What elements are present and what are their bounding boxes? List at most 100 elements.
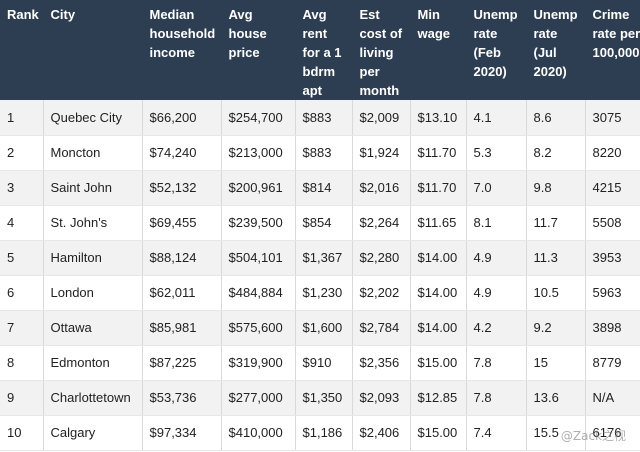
table-cell: 3075 [585, 100, 640, 136]
table-cell: 1 [0, 100, 44, 136]
table-cell: 4 [0, 205, 44, 241]
table-cell: $1,600 [295, 310, 353, 346]
table-cell: $2,093 [352, 380, 411, 416]
table-cell: $11.70 [410, 135, 467, 171]
table-cell: 3898 [585, 310, 640, 346]
column-header: Rank [0, 0, 44, 100]
table-cell: 2 [0, 135, 44, 171]
table-header: Rank City Median household income Avg house… [0, 0, 640, 100]
table-cell: 8779 [585, 345, 640, 381]
table-cell: $11.70 [410, 170, 467, 206]
table-cell: 4.2 [466, 310, 527, 346]
table-cell: $319,900 [221, 345, 296, 381]
column-header: Unemp rate (Jul 2020) [526, 0, 586, 100]
column-header: Avg rent for a 1 bdrm apt [295, 0, 353, 100]
table-cell: $1,186 [295, 415, 353, 451]
table-cell: $484,884 [221, 275, 296, 311]
table-cell: 4.1 [466, 100, 527, 136]
table-cell: N/A [585, 380, 640, 416]
table-cell: London [43, 275, 143, 311]
table-cell: 3 [0, 170, 44, 206]
table-cell: 10.5 [526, 275, 586, 311]
table-cell: $12.85 [410, 380, 467, 416]
table-cell: $200,961 [221, 170, 296, 206]
table-cell: $854 [295, 205, 353, 241]
column-header: Est cost of living per month [352, 0, 411, 100]
header-row: Rank City Median household income Avg house… [0, 0, 640, 100]
table-cell: 9.8 [526, 170, 586, 206]
table-cell: $74,240 [142, 135, 222, 171]
table-cell: $14.00 [410, 310, 467, 346]
table-cell: 7.8 [466, 380, 527, 416]
table-cell: 5 [0, 240, 44, 276]
table-cell: 9 [0, 380, 44, 416]
table-cell: $53,736 [142, 380, 222, 416]
table-cell: $1,230 [295, 275, 353, 311]
table-cell: $15.00 [410, 415, 467, 451]
table-cell: $66,200 [142, 100, 222, 136]
table-row: 10 Calgary $97,334 $410,000 $1,186 $2,406 $15.… [0, 415, 640, 451]
table-cell: 4.9 [466, 240, 527, 276]
table-cell: Calgary [43, 415, 143, 451]
table-cell: 4215 [585, 170, 640, 206]
table-row: 4 St. John's $69,455 $239,500 $854 $2,264 $11.… [0, 205, 640, 241]
table-cell: $2,016 [352, 170, 411, 206]
table-cell: $2,406 [352, 415, 411, 451]
table-row: 5 Hamilton $88,124 $504,101 $1,367 $2,280 $14.… [0, 240, 640, 276]
table-cell: $410,000 [221, 415, 296, 451]
table-cell: $11.65 [410, 205, 467, 241]
table-cell: $13.10 [410, 100, 467, 136]
table-cell: 10 [0, 415, 44, 451]
table-cell: 8.1 [466, 205, 527, 241]
table-cell: $239,500 [221, 205, 296, 241]
table-cell: $14.00 [410, 275, 467, 311]
table-cell: $814 [295, 170, 353, 206]
table-cell: $254,700 [221, 100, 296, 136]
table-cell: $2,280 [352, 240, 411, 276]
table-cell: $2,202 [352, 275, 411, 311]
table-cell: $97,334 [142, 415, 222, 451]
table-cell: $910 [295, 345, 353, 381]
table-cell: $504,101 [221, 240, 296, 276]
table-cell: Hamilton [43, 240, 143, 276]
table-cell: 5508 [585, 205, 640, 241]
column-header: City [43, 0, 143, 100]
column-header: Min wage [410, 0, 467, 100]
table-cell: 6176 [585, 415, 640, 451]
table-cell: 7 [0, 310, 44, 346]
table-row: 8 Edmonton $87,225 $319,900 $910 $2,356 $15.00… [0, 345, 640, 381]
table-cell: 7.4 [466, 415, 527, 451]
column-header: Avg house price [221, 0, 296, 100]
column-header: Crime rate per 100,000 [585, 0, 640, 100]
table-cell: $575,600 [221, 310, 296, 346]
table-cell: $213,000 [221, 135, 296, 171]
watermark: @Zack之视 [560, 429, 626, 443]
table-cell: 7.0 [466, 170, 527, 206]
table-cell: $277,000 [221, 380, 296, 416]
table-cell: 9.2 [526, 310, 586, 346]
table-cell: 5963 [585, 275, 640, 311]
table-cell: $2,009 [352, 100, 411, 136]
table-cell: 8.6 [526, 100, 586, 136]
table-cell: St. John's [43, 205, 143, 241]
table-cell: $2,264 [352, 205, 411, 241]
table-cell: Quebec City [43, 100, 143, 136]
table-cell: Edmonton [43, 345, 143, 381]
table-cell: $2,784 [352, 310, 411, 346]
table-cell: $883 [295, 135, 353, 171]
table-cell: Ottawa [43, 310, 143, 346]
table-cell: $88,124 [142, 240, 222, 276]
table-cell: 8 [0, 345, 44, 381]
table-cell: $52,132 [142, 170, 222, 206]
table-cell: $85,981 [142, 310, 222, 346]
table-cell: Charlottetown [43, 380, 143, 416]
table-cell: Saint John [43, 170, 143, 206]
table-cell: $87,225 [142, 345, 222, 381]
table-cell: $62,011 [142, 275, 222, 311]
table-row: 2 Moncton $74,240 $213,000 $883 $1,924 $11.70 5… [0, 135, 640, 171]
table-row: 1 Quebec City $66,200 $254,700 $883 $2,009 $13… [0, 100, 640, 136]
table-cell: $14.00 [410, 240, 467, 276]
table-cell: $1,367 [295, 240, 353, 276]
